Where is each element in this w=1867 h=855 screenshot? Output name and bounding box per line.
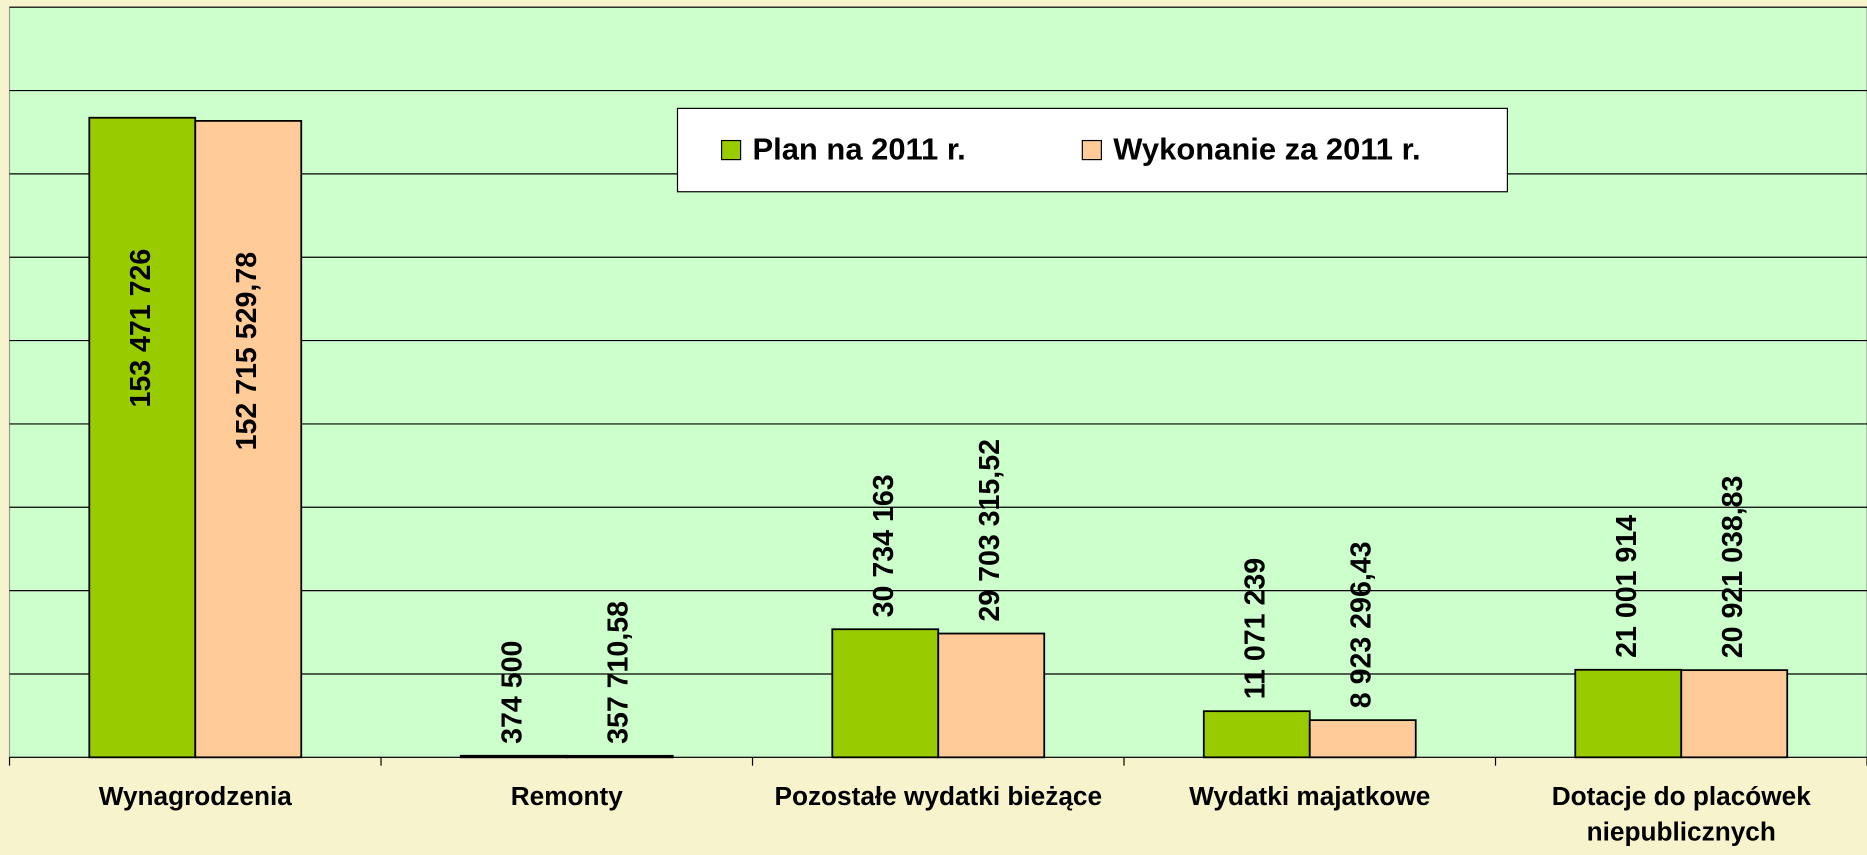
value-label: 374 500 — [496, 641, 528, 744]
x-tick-label-box: Remonty — [510, 781, 623, 811]
legend-label: Plan na 2011 r. — [753, 131, 966, 166]
legend-swatch — [1081, 139, 1102, 161]
bar — [831, 628, 940, 759]
value-label: 153 471 726 — [125, 249, 157, 408]
value-label: 357 710,58 — [602, 601, 634, 744]
value-label: 20 921 038,83 — [1717, 476, 1749, 659]
x-tick-label: Pozostałe wydatki bieżące — [774, 781, 1103, 811]
legend-box — [676, 107, 1509, 193]
x-tick-label-box: Pozostałe wydatki bieżące — [774, 781, 1103, 811]
x-tick-label-box: Dotacje do placówek niepublicznych — [1551, 781, 1811, 847]
bar — [1680, 669, 1789, 759]
value-label: 8 923 296,43 — [1345, 541, 1377, 708]
bar — [88, 116, 197, 759]
x-tick-label: Wydatki majatkowe — [1189, 781, 1431, 811]
bar — [194, 119, 303, 759]
x-tick-label: Remonty — [510, 781, 623, 811]
value-label: 21 001 914 — [1611, 515, 1643, 658]
bar — [937, 632, 1046, 759]
value-label: 30 734 163 — [868, 474, 900, 617]
bar — [459, 754, 568, 759]
value-label: 29 703 315,52 — [974, 439, 1006, 622]
x-tick-label: Wynagrodzenia — [98, 781, 292, 811]
value-label: 11 071 239 — [1239, 558, 1271, 699]
x-tick-label-box: Wydatki majatkowe — [1189, 781, 1431, 811]
bar — [1574, 668, 1683, 759]
bar — [565, 754, 674, 759]
legend-swatch — [720, 139, 742, 161]
x-tick-label: Dotacje do placówek niepublicznych — [1551, 781, 1811, 847]
bar — [1202, 710, 1311, 759]
value-label: 152 715 529,78 — [231, 252, 263, 451]
x-tick-label-box: Wynagrodzenia — [98, 781, 292, 811]
bar — [1308, 719, 1417, 759]
legend-label: Wykonanie za 2011 r. — [1113, 131, 1420, 166]
